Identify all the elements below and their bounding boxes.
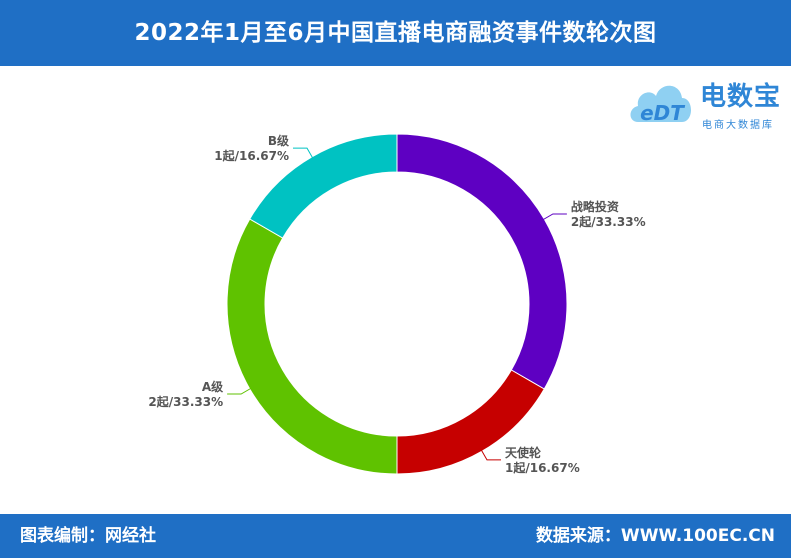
- chart-area: 战略投资 2起/33.33% 天使轮 1起/16.67% A级 2起/33.33% B级 1起…: [0, 66, 791, 514]
- logo-name: 电数宝: [700, 82, 782, 112]
- slice-name-label: 天使轮: [505, 445, 542, 460]
- leader-line-2: [227, 385, 256, 395]
- header-bar: 2022年1月至6月中国直播电商融资事件数轮次图: [0, 0, 791, 66]
- logo-subtitle: 电商大数据库: [702, 120, 774, 131]
- leader-line-3: [293, 147, 316, 163]
- donut-slice-2: [226, 218, 398, 475]
- donut-slice-3: [249, 133, 398, 239]
- slice-name-label: B级: [268, 133, 289, 148]
- slice-name-label: A级: [202, 379, 223, 394]
- chart-title: 2022年1月至6月中国直播电商融资事件数轮次图: [134, 20, 657, 46]
- slice-value-label: 2起/33.33%: [148, 394, 223, 409]
- logo-mark-text: eDT: [640, 101, 685, 125]
- footer-source: 数据来源：WWW.100EC.CN: [535, 526, 775, 546]
- donut-chart: 战略投资2起/33.33%天使轮1起/16.67%A级2起/33.33%B级1起…: [148, 133, 646, 475]
- leader-line-1: [478, 445, 501, 461]
- leader-line-0: [538, 213, 567, 223]
- footer-bar: 图表编制：网经社 数据来源：WWW.100EC.CN: [0, 514, 791, 558]
- donut-slice-0: [396, 133, 568, 390]
- cloud-logo-icon: eDT: [630, 85, 691, 125]
- slice-value-label: 1起/16.67%: [214, 148, 289, 163]
- slice-value-label: 1起/16.67%: [505, 460, 580, 475]
- brand-logo: eDT 电数宝 电商大数据库: [626, 72, 786, 134]
- slice-name-label: 战略投资: [571, 199, 619, 214]
- footer-credit: 图表编制：网经社: [20, 526, 156, 546]
- slice-value-label: 2起/33.33%: [571, 214, 646, 229]
